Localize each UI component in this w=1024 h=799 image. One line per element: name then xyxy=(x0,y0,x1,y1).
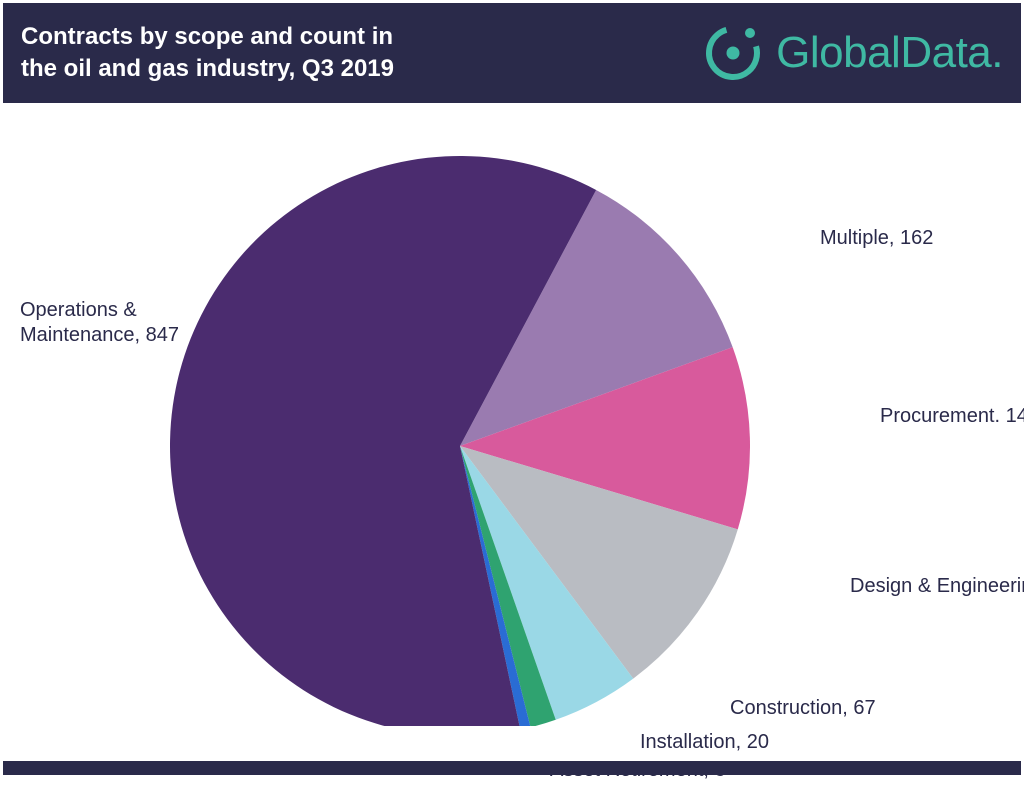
brand-logo: GlobalData. xyxy=(702,22,1003,84)
footer-bar xyxy=(3,761,1021,775)
slice-label: Construction, 67 xyxy=(730,696,876,721)
header-bar: Contracts by scope and count in the oil … xyxy=(0,0,1024,106)
pie-svg xyxy=(170,146,750,726)
pie-chart xyxy=(170,146,750,731)
slice-label: Installation, 20 xyxy=(640,730,769,755)
slice-label: Operations &Maintenance, 847 xyxy=(20,298,179,348)
slice-label: Design & Engineering, 141 xyxy=(850,574,1024,599)
title-line-2: the oil and gas industry, Q3 2019 xyxy=(21,53,394,85)
brand-name: GlobalData. xyxy=(776,28,1003,78)
slice-label: Procurement. 141 xyxy=(880,404,1024,429)
title-line-1: Contracts by scope and count in xyxy=(21,21,394,53)
chart-area: Multiple, 162 Procurement. 141 Design & En… xyxy=(0,106,1024,778)
slice-label: Multiple, 162 xyxy=(820,226,933,251)
chart-title: Contracts by scope and count in the oil … xyxy=(21,21,394,86)
globaldata-icon xyxy=(702,22,764,84)
